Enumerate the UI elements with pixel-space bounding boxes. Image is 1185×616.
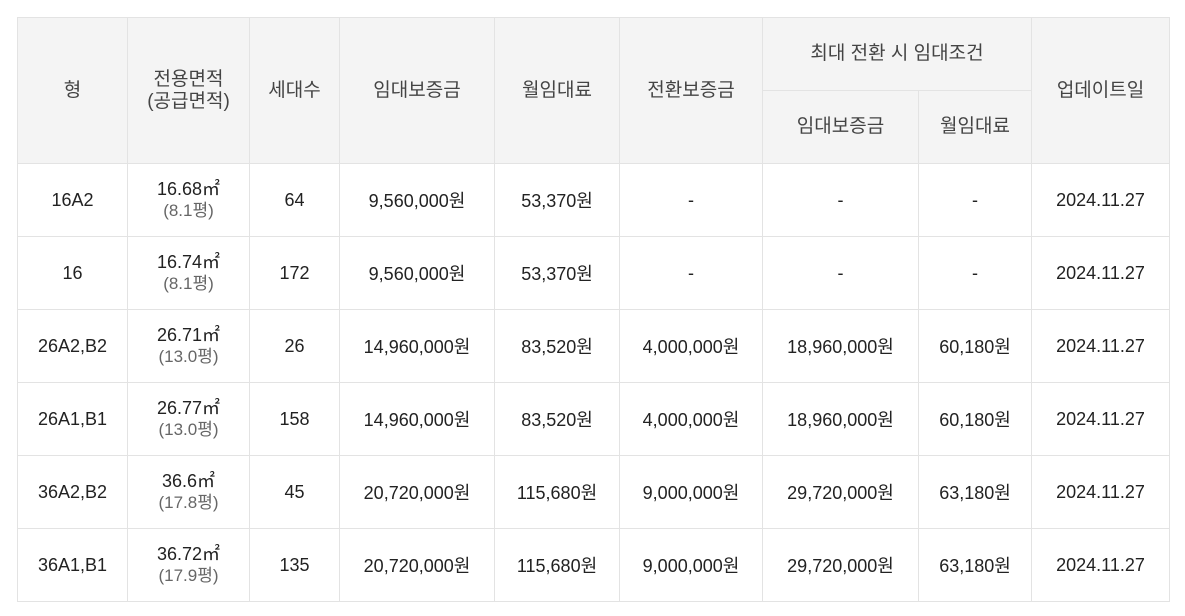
cell-conversion-deposit: 9,000,000원: [619, 528, 763, 602]
cell-updated: 2024.11.27: [1031, 163, 1171, 237]
cell-max-monthly-rent: 63,180원: [917, 455, 1033, 529]
cell-area-supply: (17.9평): [158, 566, 219, 585]
cell-max-monthly-rent: 63,180원: [917, 528, 1033, 602]
cell-max-monthly-rent: 60,180원: [917, 309, 1033, 383]
cell-area: 26.77㎡ (13.0평): [127, 382, 250, 456]
cell-deposit: 14,960,000원: [339, 382, 495, 456]
cell-type: 26A2,B2: [17, 309, 128, 383]
cell-conversion-deposit: -: [619, 163, 763, 237]
cell-area-exclusive: 16.68㎡: [156, 179, 221, 199]
cell-max-deposit: -: [762, 236, 919, 310]
cell-type: 16: [17, 236, 128, 310]
cell-area: 36.72㎡ (17.9평): [127, 528, 250, 602]
table-header: 형 전용면적 (공급면적) 세대수 임대보증금 월임대료 전환보증금 최대 전환…: [17, 17, 1171, 164]
cell-area-supply: (8.1평): [163, 274, 214, 293]
cell-monthly-rent: 115,680원: [494, 455, 620, 529]
cell-monthly-rent: 83,520원: [494, 309, 620, 383]
header-area: 전용면적 (공급면적): [127, 17, 250, 164]
header-area-line1: 전용면적: [153, 68, 224, 90]
cell-area-exclusive: 36.72㎡: [156, 544, 221, 564]
cell-type: 26A1,B1: [17, 382, 128, 456]
cell-deposit: 9,560,000원: [339, 163, 495, 237]
header-max-conversion-group: 최대 전환 시 임대조건: [761, 17, 1033, 91]
cell-area-supply: (8.1평): [163, 201, 214, 220]
cell-area: 36.6㎡ (17.8평): [127, 455, 250, 529]
header-type: 형: [17, 17, 128, 164]
cell-households: 45: [249, 455, 340, 529]
cell-max-monthly-rent: 60,180원: [917, 382, 1033, 456]
table-body: 16A2 16.68㎡ (8.1평) 64 9,560,000원 53,370원…: [17, 163, 1171, 602]
header-households: 세대수: [249, 17, 340, 164]
cell-monthly-rent: 115,680원: [494, 528, 620, 602]
cell-households: 135: [249, 528, 340, 602]
cell-updated: 2024.11.27: [1031, 455, 1171, 529]
cell-households: 172: [249, 236, 340, 310]
cell-area-supply: (17.8평): [158, 493, 219, 512]
header-row-bottom: 임대보증금 월임대료: [18, 90, 1170, 164]
cell-area: 16.74㎡ (8.1평): [127, 236, 250, 310]
header-conversion-deposit: 전환보증금: [619, 17, 763, 164]
table-row: 36A1,B1 36.72㎡ (17.9평) 135 20,720,000원 1…: [17, 528, 1171, 602]
header-deposit: 임대보증금: [339, 17, 495, 164]
cell-updated: 2024.11.27: [1031, 382, 1171, 456]
cell-area-exclusive: 26.77㎡: [156, 398, 221, 418]
cell-conversion-deposit: -: [619, 236, 763, 310]
cell-monthly-rent: 53,370원: [494, 163, 620, 237]
header-area-line2: (공급면적): [147, 90, 230, 112]
cell-type: 16A2: [17, 163, 128, 237]
cell-max-deposit: -: [762, 163, 919, 237]
cell-conversion-deposit: 4,000,000원: [619, 382, 763, 456]
rental-conditions-table-wrapper: 형 전용면적 (공급면적) 세대수 임대보증금 월임대료 전환보증금 최대 전환…: [17, 17, 1171, 602]
cell-type: 36A2,B2: [17, 455, 128, 529]
cell-deposit: 20,720,000원: [339, 528, 495, 602]
cell-updated: 2024.11.27: [1031, 236, 1171, 310]
cell-households: 26: [249, 309, 340, 383]
cell-updated: 2024.11.27: [1031, 309, 1171, 383]
cell-updated: 2024.11.27: [1031, 528, 1171, 602]
header-max-monthly-rent: 월임대료: [917, 90, 1033, 164]
header-max-deposit: 임대보증금: [762, 90, 919, 164]
cell-conversion-deposit: 9,000,000원: [619, 455, 763, 529]
rental-conditions-table: 형 전용면적 (공급면적) 세대수 임대보증금 월임대료 전환보증금 최대 전환…: [17, 17, 1171, 602]
cell-conversion-deposit: 4,000,000원: [619, 309, 763, 383]
header-updated: 업데이트일: [1031, 17, 1171, 164]
cell-max-deposit: 29,720,000원: [762, 528, 919, 602]
cell-monthly-rent: 83,520원: [494, 382, 620, 456]
cell-max-monthly-rent: -: [917, 236, 1033, 310]
cell-deposit: 14,960,000원: [339, 309, 495, 383]
cell-area: 16.68㎡ (8.1평): [127, 163, 250, 237]
cell-area-exclusive: 36.6㎡: [161, 471, 216, 491]
cell-area-exclusive: 26.71㎡: [156, 325, 221, 345]
cell-type: 36A1,B1: [17, 528, 128, 602]
cell-max-deposit: 18,960,000원: [762, 309, 919, 383]
header-monthly-rent: 월임대료: [494, 17, 620, 164]
cell-households: 64: [249, 163, 340, 237]
table-row: 26A2,B2 26.71㎡ (13.0평) 26 14,960,000원 83…: [17, 309, 1171, 383]
cell-deposit: 9,560,000원: [339, 236, 495, 310]
cell-monthly-rent: 53,370원: [494, 236, 620, 310]
cell-area: 26.71㎡ (13.0평): [127, 309, 250, 383]
cell-area-supply: (13.0평): [158, 420, 219, 439]
cell-max-monthly-rent: -: [917, 163, 1033, 237]
table-row: 36A2,B2 36.6㎡ (17.8평) 45 20,720,000원 115…: [17, 455, 1171, 529]
header-row-top: 형 전용면적 (공급면적) 세대수 임대보증금 월임대료 전환보증금 최대 전환…: [17, 17, 1171, 164]
cell-max-deposit: 29,720,000원: [762, 455, 919, 529]
cell-area-exclusive: 16.74㎡: [156, 252, 221, 272]
cell-deposit: 20,720,000원: [339, 455, 495, 529]
cell-area-supply: (13.0평): [158, 347, 219, 366]
cell-households: 158: [249, 382, 340, 456]
table-row: 16 16.74㎡ (8.1평) 172 9,560,000원 53,370원 …: [17, 236, 1171, 310]
table-row: 26A1,B1 26.77㎡ (13.0평) 158 14,960,000원 8…: [17, 382, 1171, 456]
cell-max-deposit: 18,960,000원: [762, 382, 919, 456]
table-row: 16A2 16.68㎡ (8.1평) 64 9,560,000원 53,370원…: [17, 163, 1171, 237]
